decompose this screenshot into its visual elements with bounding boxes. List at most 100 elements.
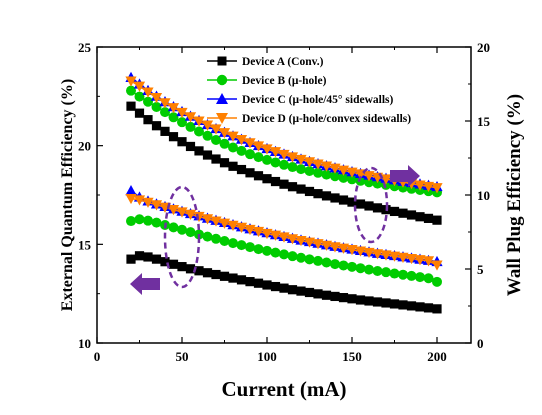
device-a-eqe-point [134,251,145,261]
device-d-eqe-point [388,251,401,262]
device-d-wpe-point [167,103,180,114]
x-tick-labels: 0 50 100 150 200 [94,349,447,364]
eqe-group-ellipse [163,185,201,289]
y-right-tick-label: 5 [477,262,484,277]
device-d-eqe-point [337,243,350,254]
series-device-d [125,76,443,271]
device-b-eqe-point [168,222,179,233]
device-a-wpe-point [304,186,315,197]
device-d-wpe-point [176,107,188,119]
device-b-eqe-point [381,267,391,278]
device-a-eqe-point [219,271,230,281]
device-a-eqe-point [126,254,136,264]
device-d-wpe-point [210,124,222,135]
legend-entry-device-d: Device D (μ-hole/convex sidewalls) [207,113,411,125]
device-b-wpe-point [134,91,145,102]
device-a-eqe-point [279,283,289,293]
device-b-eqe-point [415,272,425,283]
device-d-eqe-point [176,207,188,218]
device-d-eqe-point [286,234,299,245]
device-d-eqe-point [278,232,290,243]
device-d-eqe-point [227,220,239,231]
device-d-wpe-point [261,144,273,155]
x-tick-label: 150 [342,349,362,364]
device-d-eqe-point [397,252,409,263]
device-a-wpe-point [355,199,366,209]
device-d-eqe-point [201,214,214,225]
device-b-wpe-point [304,166,315,177]
device-a-wpe-point [313,189,323,199]
device-b-eqe-point [236,240,247,251]
device-b-wpe-point [364,177,374,188]
series-device-a [126,101,442,314]
device-a-wpe-point [406,210,417,220]
device-a-wpe-point [236,164,247,175]
device-d-eqe-point [329,242,341,253]
device-d-wpe-point [380,174,392,185]
device-a-wpe-point [347,197,357,207]
device-b-eqe-point [279,249,289,260]
device-a-eqe-point [177,262,187,272]
device-b-eqe-point [355,263,366,274]
device-d-eqe-point [380,250,392,261]
device-b-wpe-point [321,169,332,180]
device-d-wpe-point [133,81,146,92]
device-b-eqe-point [321,257,332,268]
y-left-tick-label: 25 [78,40,92,55]
device-b-wpe-point [151,101,162,112]
device-b-wpe-point [143,96,153,107]
device-d-eqe-point [431,260,443,271]
device-a-eqe-point [415,302,425,312]
device-b-wpe-point [296,164,306,175]
device-d-eqe-point [346,245,358,256]
device-d-eqe-point [295,235,307,247]
device-b-wpe-point [236,145,247,156]
y-right-tick-label: 10 [477,188,490,203]
device-b-wpe-point [287,162,298,173]
right-arrow-icon [390,165,420,187]
device-d-eqe-point [312,239,324,250]
device-a-eqe-point [262,280,272,290]
device-b-eqe-point [126,216,136,227]
axis-ticks [96,46,471,344]
device-a-eqe-point [330,291,340,302]
device-a-wpe-point [143,115,153,125]
device-a-eqe-point [202,268,213,278]
device-b-eqe-point [364,264,374,275]
device-a-wpe-point [287,182,298,192]
device-d-wpe-point [320,161,333,172]
device-d-eqe-point [320,240,333,251]
device-b-eqe-point [228,238,238,249]
legend-entry-device-b: Device B (μ-hole) [207,74,327,87]
y-right-tick-label: 0 [477,336,484,351]
device-d-wpe-point [150,93,163,104]
y-right-tick-label: 20 [477,40,490,55]
device-b-eqe-point [185,227,196,238]
device-a-wpe-point [321,191,332,201]
device-a-wpe-point [194,146,204,156]
device-d-eqe-point [422,256,435,267]
device-d-wpe-point [303,157,316,168]
device-a-eqe-point [160,257,170,267]
device-d-wpe-point [329,163,341,174]
device-d-wpe-point [235,135,248,146]
device-b-wpe-point [355,175,366,186]
device-b-wpe-point [168,112,179,123]
device-b-eqe-point [253,244,264,255]
wpe-group-ellipse [353,166,389,244]
device-a-eqe-point [245,277,255,287]
y-left-axis-title: External Quantum Efficiency (%) [59,79,76,311]
device-b-eqe-point [313,255,323,266]
device-d-wpe-point [252,141,265,152]
device-a-eqe-point [228,273,238,283]
device-b-eqe-point [296,252,306,263]
device-b-wpe-point [313,167,323,178]
device-d-eqe-point [142,197,154,208]
device-a-wpe-point [330,193,340,203]
device-d-wpe-point [337,165,350,176]
device-d-eqe-point [363,247,375,259]
device-a-wpe-point [211,154,221,164]
device-b-wpe-point [185,121,196,132]
device-b-eqe-point [398,269,408,280]
